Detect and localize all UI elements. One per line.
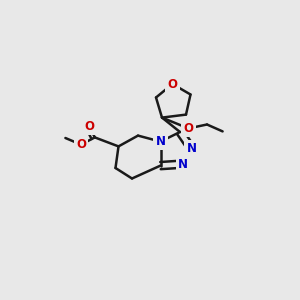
Text: O: O [76, 138, 86, 151]
Text: N: N [178, 158, 188, 171]
Text: N: N [186, 142, 197, 155]
Text: O: O [183, 122, 194, 135]
Text: O: O [84, 120, 94, 133]
Text: N: N [155, 135, 166, 148]
Text: O: O [167, 77, 178, 91]
